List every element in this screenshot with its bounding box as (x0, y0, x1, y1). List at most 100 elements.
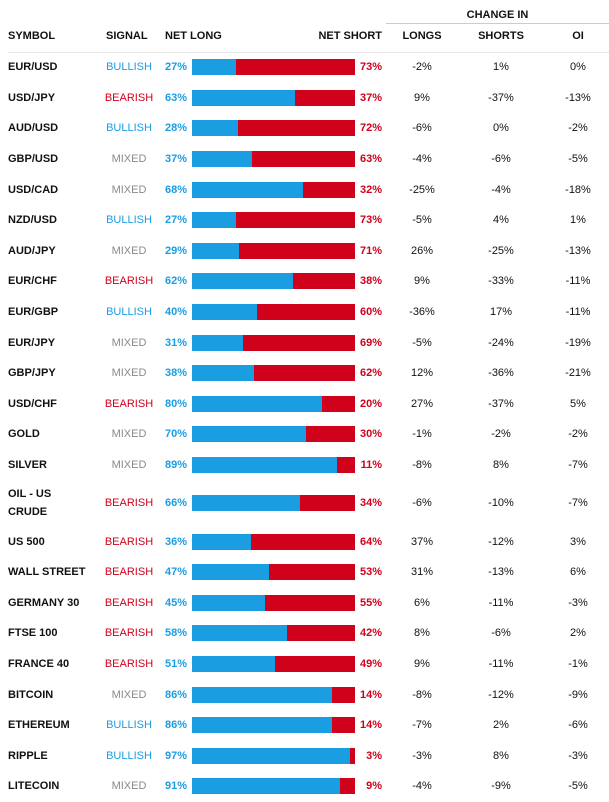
symbol-link[interactable]: FTSE 100 (8, 627, 58, 640)
net-short-percent: 42% (359, 627, 382, 640)
change-longs: -25% (409, 183, 435, 196)
symbol-link[interactable]: OIL - US CRUDE (8, 488, 52, 519)
header-signal[interactable]: SIGNAL (106, 30, 148, 42)
symbol-link[interactable]: EUR/CHF (8, 275, 57, 288)
table-row[interactable]: SILVER MIXED 89% 11% -8% 8% -7% (0, 450, 609, 481)
header-longs[interactable]: LONGS (402, 30, 442, 42)
net-long-bar-fill (192, 273, 294, 290)
table-row[interactable]: EUR/CHF BEARISH 62% 38% 9% -33% -11% (0, 266, 609, 297)
symbol-link[interactable]: AUD/JPY (8, 244, 56, 257)
net-long-bar-fill (192, 778, 341, 795)
table-row[interactable]: AUD/JPY MIXED 29% 71% 26% -25% -13% (0, 236, 609, 267)
symbol-link[interactable]: AUD/USD (8, 122, 59, 135)
table-row[interactable]: BITCOIN MIXED 86% 14% -8% -12% -9% (0, 679, 609, 710)
symbol-link[interactable]: FRANCE 40 (8, 657, 70, 670)
signal-label: MIXED (111, 183, 147, 196)
net-short-percent: 9% (366, 780, 382, 793)
signal-label: MIXED (111, 244, 147, 257)
table-row[interactable]: FRANCE 40 BEARISH 51% 49% 9% -11% -1% (0, 649, 609, 680)
sentiment-bar (192, 655, 355, 672)
table-row[interactable]: GOLD MIXED 70% 30% -1% -2% -2% (0, 419, 609, 450)
change-longs: -3% (412, 749, 432, 762)
table-row[interactable]: OIL - US CRUDE BEARISH 66% 34% -6% -10% -7% (0, 480, 609, 526)
table-row[interactable]: GBP/JPY MIXED 38% 62% 12% -36% -21% (0, 358, 609, 389)
change-shorts: -6% (491, 153, 511, 166)
symbol-link[interactable]: US 500 (8, 535, 45, 548)
sentiment-bar (192, 686, 355, 703)
symbol-link[interactable]: EUR/GBP (8, 306, 59, 319)
table-row[interactable]: EUR/USD BULLISH 27% 73% -2% 1% 0% (0, 52, 609, 83)
table-row[interactable]: NZD/USD BULLISH 27% 73% -5% 4% 1% (0, 205, 609, 236)
net-short-percent: 30% (359, 428, 382, 441)
header-shorts[interactable]: SHORTS (478, 30, 524, 42)
symbol-link[interactable]: ETHEREUM (8, 719, 70, 732)
table-row[interactable]: GERMANY 30 BEARISH 45% 55% 6% -11% -3% (0, 588, 609, 619)
header-oi[interactable]: OI (572, 30, 584, 42)
change-oi: -11% (565, 275, 591, 288)
table-row[interactable]: ETHEREUM BULLISH 86% 14% -7% 2% -6% (0, 710, 609, 741)
symbol-link[interactable]: GBP/USD (8, 153, 59, 166)
signal-label: BULLISH (106, 306, 152, 319)
table-row[interactable]: USD/JPY BEARISH 63% 37% 9% -37% -13% (0, 83, 609, 114)
change-shorts: -33% (488, 275, 514, 288)
net-long-bar-fill (192, 625, 287, 642)
sentiment-bar (192, 594, 355, 611)
net-long-percent: 36% (165, 535, 188, 548)
change-oi: -11% (565, 306, 591, 319)
table-row[interactable]: US 500 BEARISH 36% 64% 37% -12% 3% (0, 526, 609, 557)
table-row[interactable]: USD/CHF BEARISH 80% 20% 27% -37% 5% (0, 389, 609, 420)
sentiment-bar (192, 273, 355, 290)
table-row[interactable]: GBP/USD MIXED 37% 63% -4% -6% -5% (0, 144, 609, 175)
change-longs: 9% (414, 91, 430, 104)
table-row[interactable]: LITECOIN MIXED 91% 9% -4% -9% -5% (0, 771, 609, 802)
net-long-bar-fill (192, 717, 333, 734)
net-short-percent: 3% (366, 749, 382, 762)
symbol-link[interactable]: USD/CAD (8, 183, 59, 196)
symbol-link[interactable]: LITECOIN (8, 780, 60, 793)
symbol-link[interactable]: USD/CHF (8, 397, 57, 410)
symbol-link[interactable]: RIPPLE (8, 749, 48, 762)
change-shorts: -6% (491, 627, 511, 640)
change-longs: 9% (414, 275, 430, 288)
net-long-percent: 38% (165, 367, 188, 380)
table-row[interactable]: WALL STREET BEARISH 47% 53% 31% -13% 6% (0, 557, 609, 588)
signal-label: MIXED (111, 780, 147, 793)
table-row[interactable]: RIPPLE BULLISH 97% 3% -3% 8% -3% (0, 740, 609, 771)
symbol-link[interactable]: WALL STREET (8, 566, 86, 579)
net-long-bar-fill (192, 594, 266, 611)
symbol-link[interactable]: EUR/JPY (8, 336, 56, 349)
header-net-long[interactable]: NET LONG (165, 30, 222, 42)
change-shorts: 1% (493, 61, 509, 74)
signal-label: BULLISH (106, 122, 152, 135)
header-symbol[interactable]: SYMBOL (8, 30, 56, 42)
symbol-link[interactable]: BITCOIN (8, 688, 54, 701)
sentiment-bar (192, 778, 355, 795)
net-short-percent: 53% (359, 566, 382, 579)
symbol-link[interactable]: USD/JPY (8, 91, 56, 104)
symbol-link[interactable]: GOLD (8, 428, 40, 441)
net-long-percent: 29% (165, 244, 188, 257)
change-longs: -5% (412, 214, 432, 227)
header-net-short[interactable]: NET SHORT (318, 30, 382, 42)
signal-label: MIXED (111, 367, 147, 380)
signal-label: BEARISH (104, 275, 154, 288)
change-shorts: -9% (491, 780, 511, 793)
symbol-link[interactable]: NZD/USD (8, 214, 57, 227)
table-row[interactable]: EUR/JPY MIXED 31% 69% -5% -24% -19% (0, 327, 609, 358)
symbol-link[interactable]: EUR/USD (8, 61, 58, 74)
table-row[interactable]: AUD/USD BULLISH 28% 72% -6% 0% -2% (0, 113, 609, 144)
symbol-link[interactable]: SILVER (8, 459, 47, 472)
net-long-bar-fill (192, 181, 303, 198)
net-long-percent: 47% (165, 566, 188, 579)
net-long-bar-fill (192, 747, 351, 764)
symbol-link[interactable]: GBP/JPY (8, 367, 56, 380)
net-long-percent: 51% (165, 657, 188, 670)
symbol-link[interactable]: GERMANY 30 (8, 596, 80, 609)
change-shorts: 2% (493, 719, 509, 732)
signal-label: BEARISH (104, 397, 154, 410)
net-short-percent: 55% (359, 596, 382, 609)
net-short-percent: 34% (359, 497, 382, 510)
table-row[interactable]: FTSE 100 BEARISH 58% 42% 8% -6% 2% (0, 618, 609, 649)
table-row[interactable]: USD/CAD MIXED 68% 32% -25% -4% -18% (0, 174, 609, 205)
table-row[interactable]: EUR/GBP BULLISH 40% 60% -36% 17% -11% (0, 297, 609, 328)
